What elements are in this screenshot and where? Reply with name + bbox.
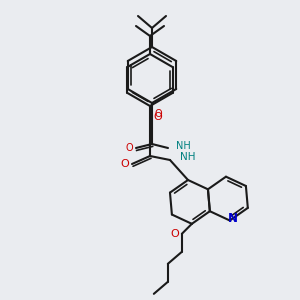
Text: O: O <box>125 143 133 153</box>
Text: NH: NH <box>180 152 196 162</box>
Text: O: O <box>154 109 162 119</box>
Text: O: O <box>154 112 162 122</box>
Text: N: N <box>228 212 238 225</box>
Text: O: O <box>170 229 179 239</box>
Text: O: O <box>121 159 129 169</box>
Text: NH: NH <box>176 141 191 151</box>
